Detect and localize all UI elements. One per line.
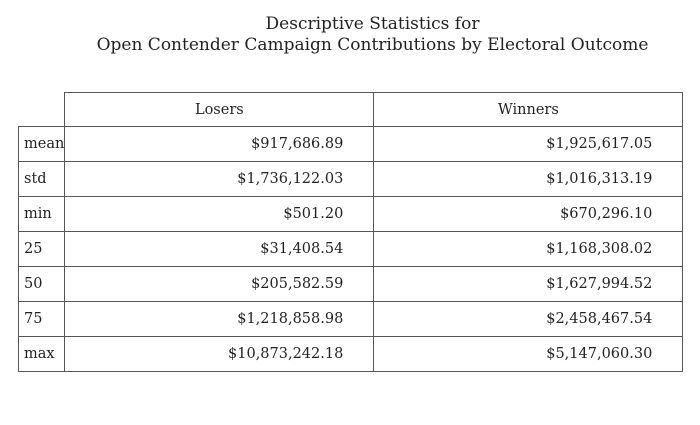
statistics-table: Losers Winners mean $917,686.89 $1,925,6… [17, 92, 684, 372]
header-row: Losers Winners [18, 92, 684, 127]
table-title-line-1: Descriptive Statistics for [265, 14, 480, 34]
losers-value: $205,582.59 [64, 266, 375, 302]
row-label: max [17, 336, 66, 372]
winners-value: $1,168,308.02 [373, 231, 684, 267]
table-row: 25 $31,408.54 $1,168,308.02 [17, 231, 684, 267]
row-label: 25 [17, 231, 66, 267]
winners-value: $1,627,994.52 [373, 266, 684, 302]
losers-value: $1,218,858.98 [64, 301, 375, 337]
column-header-winners: Winners [373, 92, 684, 127]
losers-value: $501.20 [64, 196, 375, 232]
row-label: 50 [17, 266, 66, 302]
row-label: std [17, 161, 66, 197]
column-header-losers: Losers [64, 92, 375, 127]
table-row: std $1,736,122.03 $1,016,313.19 [17, 161, 684, 197]
table-row: 75 $1,218,858.98 $2,458,467.54 [17, 301, 684, 337]
losers-value: $31,408.54 [64, 231, 375, 267]
row-label: mean [17, 126, 66, 162]
losers-value: $10,873,242.18 [64, 336, 375, 372]
row-label: min [17, 196, 66, 232]
winners-value: $1,016,313.19 [373, 161, 684, 197]
corner-cell [18, 92, 66, 127]
table-title-line-2: Open Contender Campaign Contributions by… [96, 35, 649, 55]
losers-value: $917,686.89 [64, 126, 375, 162]
row-label: 75 [17, 301, 66, 337]
losers-value: $1,736,122.03 [64, 161, 375, 197]
table-row: max $10,873,242.18 $5,147,060.30 [17, 336, 684, 372]
table-row: 50 $205,582.59 $1,627,994.52 [17, 266, 684, 302]
winners-value: $5,147,060.30 [373, 336, 684, 372]
winners-value: $670,296.10 [373, 196, 684, 232]
winners-value: $2,458,467.54 [373, 301, 684, 337]
table-row: mean $917,686.89 $1,925,617.05 [17, 126, 684, 162]
table-row: min $501.20 $670,296.10 [17, 196, 684, 232]
winners-value: $1,925,617.05 [373, 126, 684, 162]
